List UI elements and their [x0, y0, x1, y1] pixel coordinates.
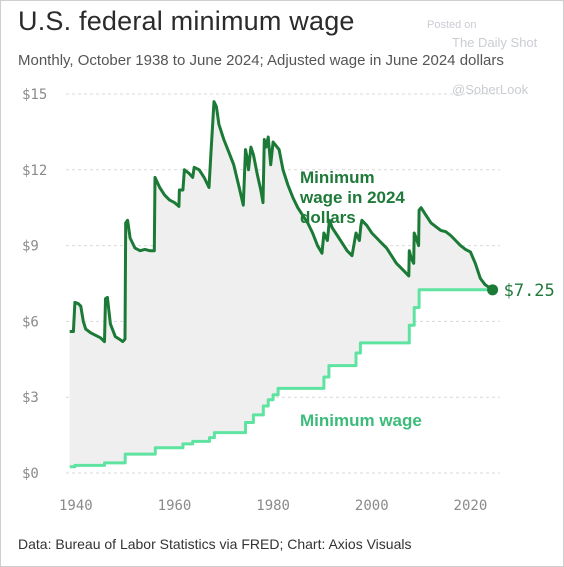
end-point-marker	[487, 284, 499, 296]
line-layer	[69, 100, 499, 469]
y-tick-label: $9	[22, 239, 39, 255]
annotation-minimum-wage: Minimum wage	[300, 411, 422, 430]
x-tick-label: 1960	[158, 498, 192, 514]
y-tick-label: $3	[22, 390, 39, 406]
y-tick-label: $6	[22, 314, 39, 330]
series-line-minimum-wage	[69, 288, 493, 469]
watermark-daily-shot: The Daily Shot	[452, 35, 538, 50]
end-value-label: $7.25	[504, 281, 555, 301]
annotation-adjusted-wage: dollars	[300, 208, 356, 227]
annotation-adjusted-wage: Minimum	[300, 168, 375, 187]
x-tick-label: 2000	[355, 498, 389, 514]
axis-layer: $0 $3 $6 $9 $12 $15 1940 1960 1980 2000 2020	[22, 87, 487, 514]
x-tick-label: 1980	[256, 498, 290, 514]
source-note: Data: Bureau of Labor Statistics via FRE…	[18, 536, 412, 552]
y-tick-label: $12	[22, 163, 47, 179]
y-tick-label: $0	[22, 466, 39, 482]
series-line-adjusted-wage	[69, 100, 494, 344]
gap-area	[69, 101, 493, 467]
annotation-adjusted-wage: wage in 2024	[299, 188, 405, 207]
watermark-posted-on: Posted on	[427, 19, 477, 31]
chart-title: U.S. federal minimum wage	[18, 6, 355, 36]
watermark-handle: @SoberLook	[452, 82, 529, 97]
y-tick-label: $15	[22, 87, 47, 103]
chart-subtitle: Monthly, October 1938 to June 2024; Adju…	[18, 52, 504, 69]
x-tick-label: 2020	[454, 498, 488, 514]
area-layer	[69, 101, 493, 467]
x-tick-label: 1940	[59, 498, 93, 514]
